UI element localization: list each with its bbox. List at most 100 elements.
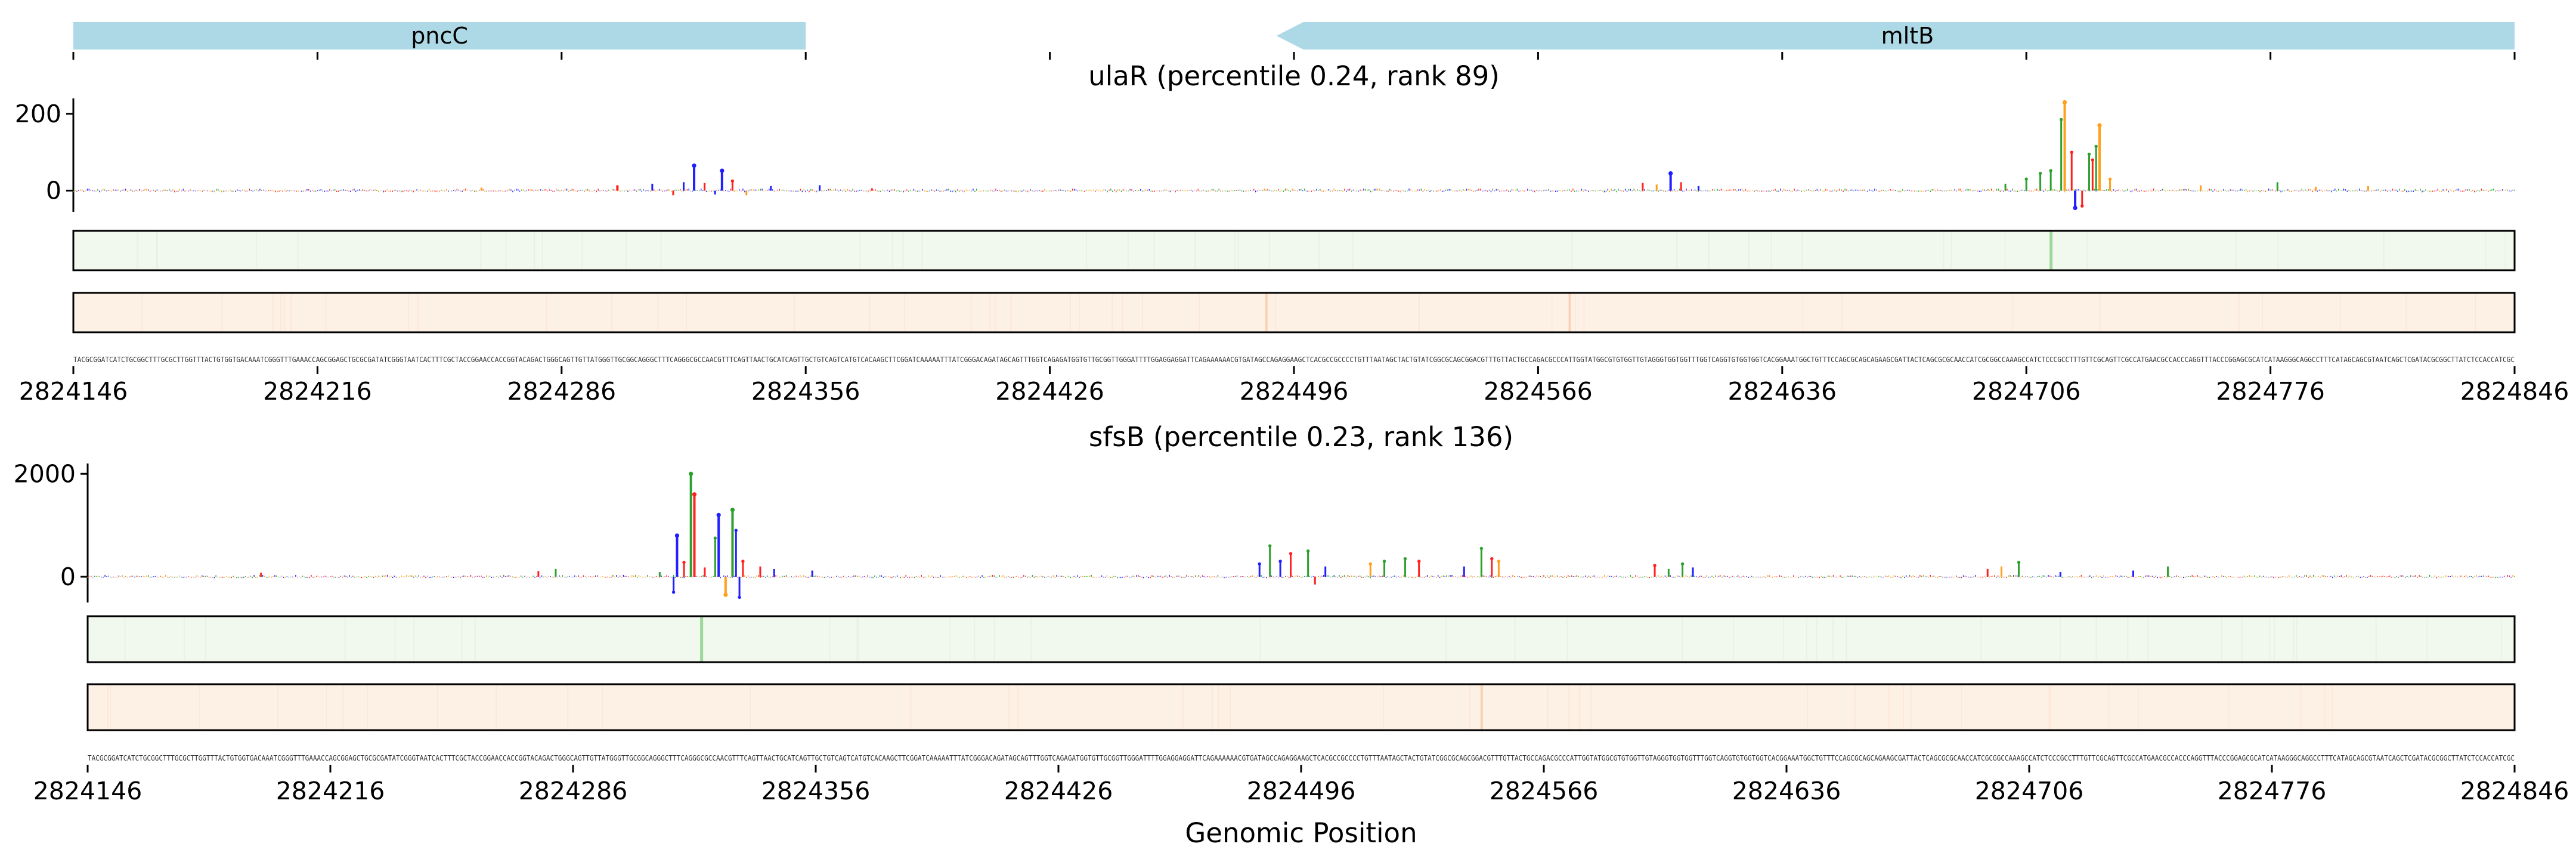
noise-bar: [1212, 576, 1213, 577]
noise-bar: [1512, 575, 1513, 577]
noise-bar: [983, 576, 984, 578]
noise-bar: [751, 189, 753, 191]
noise-bar: [1766, 190, 1767, 192]
noise-bar: [1776, 190, 1778, 192]
orange-track-stripe: [277, 685, 278, 730]
noise-bar: [810, 575, 811, 577]
noise-bar: [366, 576, 367, 579]
green-track-stripe: [1732, 617, 1734, 662]
noise-bar: [2488, 575, 2490, 577]
noise-bar: [803, 575, 804, 577]
green-track-stripe: [1268, 231, 1270, 270]
noise-bar: [917, 190, 918, 192]
noise-bar: [1499, 190, 1500, 192]
noise-bar: [1333, 575, 1335, 577]
noise-bar: [1820, 575, 1822, 577]
noise-bar: [1460, 576, 1462, 577]
orange-track-stripe: [903, 293, 905, 332]
noise-bar: [361, 576, 363, 579]
noise-bar: [1572, 189, 1574, 191]
peak-cap: [730, 179, 735, 183]
ulaR-sequence-strip: TACGCGGATCATCTGCGGCTTTGCGCTTGGTTTACTGTGG…: [73, 355, 2515, 364]
noise-bar: [1197, 189, 1199, 191]
noise-bar: [983, 190, 984, 191]
orange-track-stripe: [1111, 293, 1113, 332]
peak-bar: [720, 171, 723, 191]
noise-bar: [744, 190, 745, 193]
noise-bar: [386, 189, 388, 191]
noise-bar: [1070, 576, 1072, 579]
noise-bar: [2474, 576, 2475, 577]
orange-track-stripe: [750, 685, 751, 730]
x-tick-label: 2824776: [2216, 377, 2325, 406]
y-tick-label: 200: [15, 100, 61, 128]
noise-bar: [1522, 576, 1524, 578]
green-track-stripe: [344, 617, 346, 662]
noise-bar: [214, 190, 215, 193]
noise-bar: [1188, 190, 1190, 191]
green-track-stripe: [2004, 231, 2006, 270]
noise-bar: [541, 575, 543, 577]
noise-bar: [993, 575, 995, 577]
orange-track-stripe: [496, 685, 497, 730]
noise-bar: [2392, 189, 2393, 191]
noise-bar: [636, 190, 637, 192]
noise-bar: [1363, 576, 1364, 578]
noise-bar: [1543, 575, 1544, 577]
noise-bar: [2411, 576, 2413, 577]
peak-bar: [1279, 561, 1281, 577]
peak-bar: [2091, 160, 2094, 191]
noise-bar: [2083, 189, 2085, 191]
noise-bar: [2015, 190, 2017, 192]
x-axis-title: Genomic Position: [1185, 817, 1417, 849]
peak-bar: [658, 572, 661, 577]
noise-bar: [2219, 190, 2221, 191]
noise-bar: [1584, 189, 1586, 191]
noise-bar: [206, 576, 208, 577]
noise-bar: [1234, 576, 1236, 577]
peak-bar: [2167, 566, 2169, 577]
noise-bar: [552, 190, 553, 193]
peak-cap: [2024, 177, 2028, 181]
noise-bar: [374, 189, 376, 191]
noise-bar: [907, 576, 908, 578]
noise-bar: [2142, 190, 2144, 192]
x-tick-label: 2824566: [1490, 777, 1599, 805]
noise-bar: [1233, 576, 1234, 577]
green-track-stripe: [2235, 231, 2237, 270]
noise-bar: [1930, 574, 1931, 577]
peak-bar: [745, 190, 748, 196]
noise-bar: [1841, 189, 1842, 191]
noise-bar: [2247, 576, 2248, 577]
noise-bar: [1835, 190, 1837, 192]
noise-bar: [1014, 190, 1015, 192]
noise-bar: [2179, 189, 2181, 191]
noise-bar: [402, 576, 404, 577]
noise-bar: [2325, 576, 2326, 577]
noise-bar: [2495, 576, 2496, 579]
peak-cap: [2094, 144, 2098, 149]
noise-bar: [268, 190, 270, 191]
peak-bar: [738, 576, 741, 598]
peak-bar: [2060, 119, 2063, 191]
orange-track-stripe: [199, 685, 200, 730]
noise-bar: [250, 576, 251, 577]
x-tick-label: 2824216: [276, 777, 385, 805]
noise-bar: [2101, 576, 2103, 578]
noise-bar: [1371, 576, 1373, 577]
noise-bar: [1959, 189, 1961, 191]
noise-bar: [1349, 189, 1351, 191]
x-tick-label: 2824146: [33, 777, 143, 805]
orange-track-stripe: [869, 293, 871, 332]
gene-axis-ticks: [72, 52, 2516, 60]
green-track-stripe: [183, 617, 185, 662]
noise-bar: [2212, 190, 2213, 192]
noise-bar: [1423, 576, 1425, 578]
noise-bar: [1689, 190, 1690, 191]
noise-bar: [793, 190, 794, 192]
noise-bar: [1162, 576, 1163, 578]
noise-bar: [2045, 189, 2046, 191]
noise-bar: [1467, 189, 1469, 191]
noise-bar: [634, 575, 636, 577]
peak-bar: [731, 181, 733, 191]
